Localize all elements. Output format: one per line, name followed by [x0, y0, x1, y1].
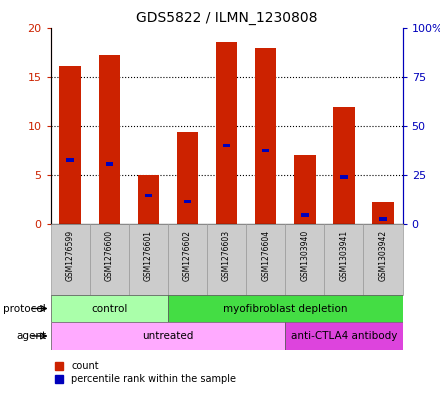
Text: GSM1276600: GSM1276600: [105, 230, 114, 281]
Bar: [379, 217, 387, 221]
Bar: [255, 48, 276, 224]
Text: protocol: protocol: [4, 303, 46, 314]
Text: control: control: [91, 303, 128, 314]
Text: GSM1303941: GSM1303941: [339, 230, 348, 281]
Text: anti-CTLA4 antibody: anti-CTLA4 antibody: [291, 331, 397, 341]
Text: GSM1276599: GSM1276599: [66, 230, 75, 281]
Bar: [246, 224, 285, 295]
Title: GDS5822 / ILMN_1230808: GDS5822 / ILMN_1230808: [136, 11, 317, 25]
Text: myofibroblast depletion: myofibroblast depletion: [223, 303, 348, 314]
Bar: [129, 224, 168, 295]
Bar: [207, 224, 246, 295]
Bar: [363, 224, 403, 295]
Bar: [324, 224, 363, 295]
Bar: [106, 162, 113, 166]
Bar: [285, 224, 324, 295]
Bar: [223, 144, 231, 147]
Bar: [51, 224, 90, 295]
Bar: [51, 322, 285, 350]
Bar: [59, 66, 81, 224]
Bar: [294, 155, 315, 224]
Text: GSM1276604: GSM1276604: [261, 230, 270, 281]
Bar: [285, 322, 403, 350]
Bar: [168, 295, 403, 322]
Bar: [66, 158, 74, 162]
Bar: [168, 224, 207, 295]
Text: GSM1276602: GSM1276602: [183, 230, 192, 281]
Text: untreated: untreated: [142, 331, 194, 341]
Bar: [333, 107, 355, 224]
Text: GSM1303940: GSM1303940: [301, 230, 309, 281]
Bar: [51, 295, 168, 322]
Bar: [372, 202, 394, 224]
Bar: [138, 175, 159, 224]
Text: GSM1276603: GSM1276603: [222, 230, 231, 281]
Text: GSM1303942: GSM1303942: [378, 230, 388, 281]
Bar: [262, 149, 269, 152]
Legend: count, percentile rank within the sample: count, percentile rank within the sample: [55, 361, 236, 384]
Text: agent: agent: [16, 331, 46, 341]
Bar: [340, 175, 348, 178]
Text: GSM1276601: GSM1276601: [144, 230, 153, 281]
Bar: [145, 194, 152, 197]
Bar: [301, 213, 308, 217]
Bar: [90, 224, 129, 295]
Bar: [99, 55, 120, 224]
Bar: [177, 132, 198, 224]
Bar: [216, 42, 237, 224]
Bar: [184, 200, 191, 203]
